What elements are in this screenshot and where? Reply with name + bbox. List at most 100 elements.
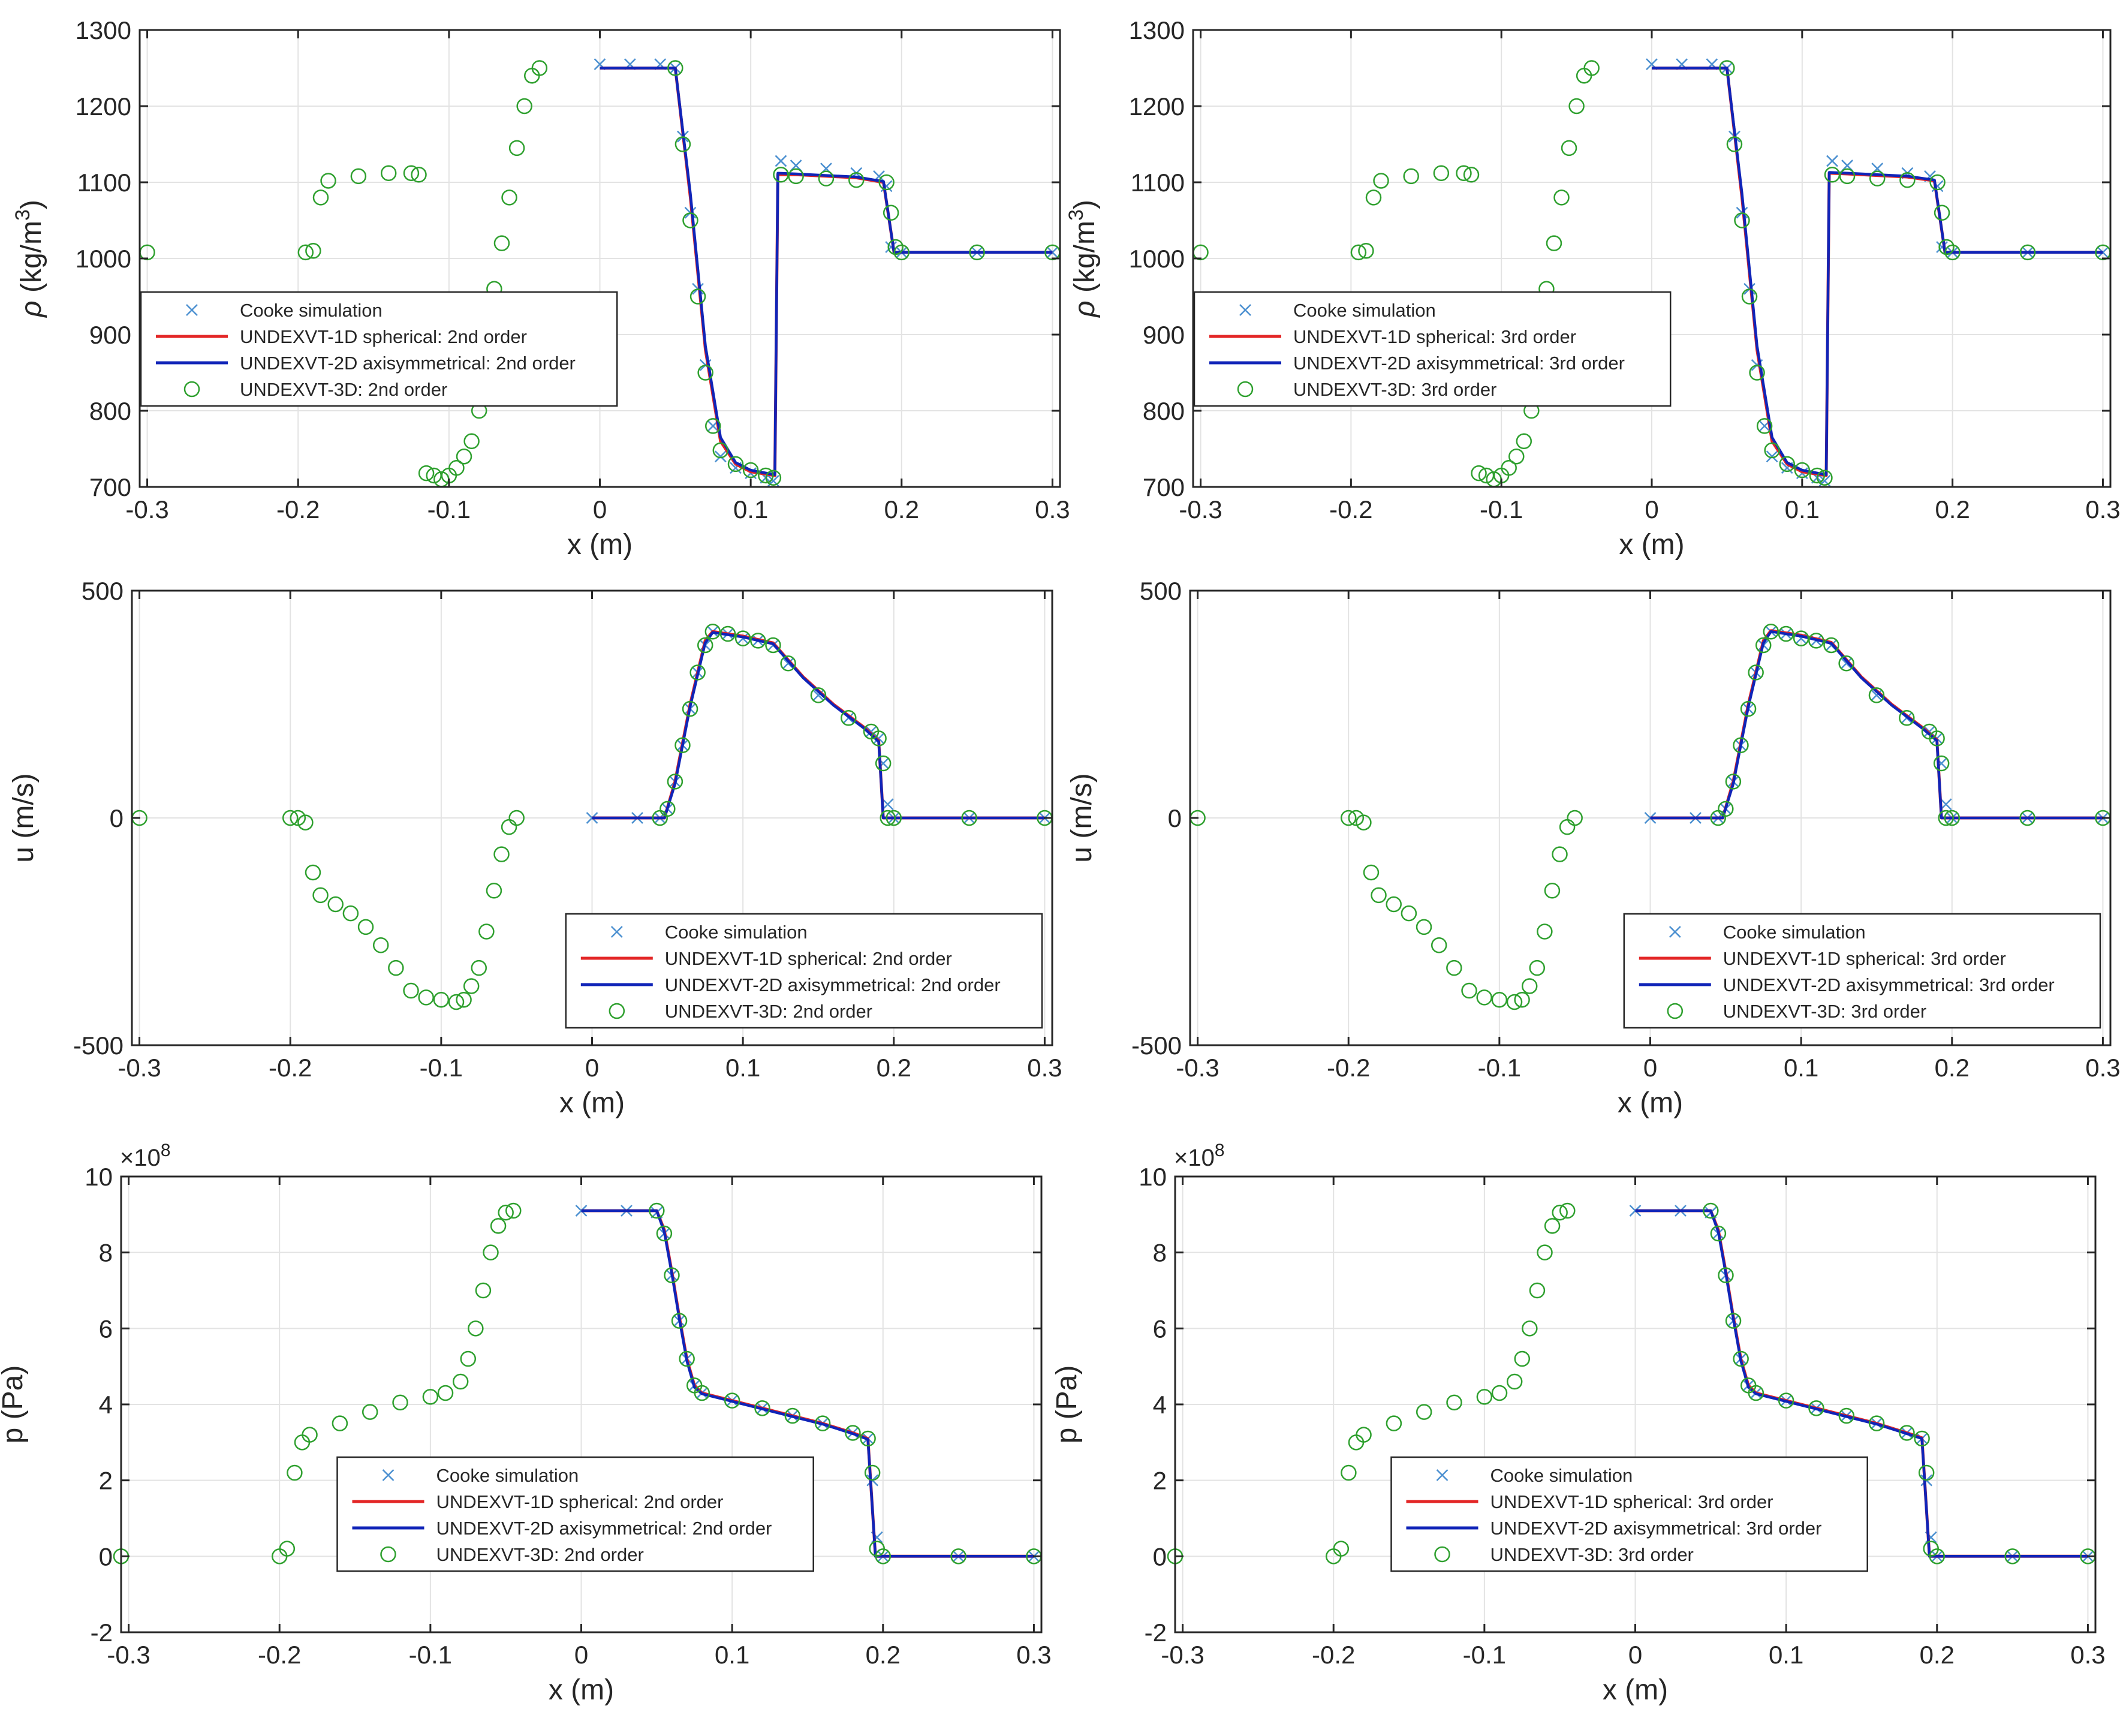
- data-point-o: [463, 433, 480, 450]
- data-point-o: [784, 1407, 801, 1424]
- x-tick-label: -0.2: [1312, 1641, 1355, 1669]
- data-point-o: [437, 1385, 454, 1401]
- x-tick-label: -0.2: [258, 1641, 301, 1669]
- y-tick-label: 900: [1143, 321, 1185, 349]
- data-point-o: [818, 170, 835, 186]
- data-point-o: [327, 896, 344, 913]
- data-point-o: [1733, 737, 1749, 753]
- legend-entry: Cooke simulation: [240, 300, 383, 321]
- x-tick-label: -0.3: [118, 1054, 161, 1082]
- data-point-o: [1703, 1202, 1719, 1219]
- x-tick-label: -0.1: [427, 495, 471, 523]
- y-tick-label: 900: [89, 321, 131, 349]
- data-point-o: [1546, 235, 1562, 251]
- legend-entry: UNDEXVT-2D axisymmetrical: 3rd order: [1723, 974, 2055, 995]
- data-point-o: [1938, 810, 1954, 826]
- data-point-o: [1938, 239, 1955, 255]
- legend-marker-o: [1237, 381, 1254, 398]
- data-point-o: [780, 655, 796, 672]
- exponent-base: ×10: [1174, 1145, 1215, 1171]
- legend-box: [1623, 913, 2101, 1029]
- x-tick-label: -0.2: [1327, 1054, 1370, 1082]
- y-axis-exponent: ×108: [120, 1141, 171, 1172]
- data-point-o: [660, 801, 676, 817]
- chart-panel-p-2nd: -0.3 -0.2 -0.1 0 0.1 0.2 0.3 -2 0 2 4 6 8 10 x (m) p (P…: [0, 1141, 1052, 1707]
- data-point-o: [1793, 630, 1809, 646]
- data-point-o: [742, 462, 759, 479]
- data-point-o: [1914, 1430, 1930, 1447]
- y-tick-label: 8: [1153, 1239, 1167, 1267]
- data-point-o: [1386, 1415, 1402, 1431]
- data-point-o: [1838, 655, 1854, 672]
- data-point-o: [1403, 168, 1419, 185]
- data-point-o: [493, 235, 510, 251]
- x-tick-label: 0: [1645, 495, 1658, 523]
- legend-marker-o: [380, 1546, 396, 1563]
- data-point-o: [1741, 288, 1758, 305]
- data-point-o: [531, 60, 548, 76]
- data-point-o: [290, 810, 306, 826]
- data-point-o: [380, 165, 397, 182]
- data-point-o: [961, 810, 977, 826]
- legend-entry: UNDEXVT-3D: 2nd order: [240, 379, 447, 400]
- data-point-o: [679, 1350, 695, 1367]
- data-point-o: [765, 637, 781, 654]
- y-tick-label: -2: [91, 1618, 113, 1647]
- x-tick-label: 0.1: [725, 1054, 760, 1082]
- data-point-o: [880, 810, 896, 826]
- data-point-o: [1726, 136, 1743, 152]
- x-tick-label: 0.2: [866, 1641, 901, 1669]
- data-point-o: [1476, 1389, 1493, 1405]
- data-point-o: [1537, 923, 1553, 940]
- data-point-o: [505, 1202, 522, 1219]
- y-tick-label: 0: [1168, 804, 1182, 832]
- legend-entry: UNDEXVT-2D axisymmetrical: 3rd order: [1490, 1518, 1822, 1539]
- data-point-x: [1766, 450, 1778, 463]
- y-axis-label: p (Pa): [0, 1365, 29, 1444]
- legend-entry: UNDEXVT-1D spherical: 2nd order: [665, 948, 952, 969]
- series-two_d: [1652, 67, 2103, 476]
- data-point-o: [1333, 1541, 1350, 1557]
- x-tick-label: 0.1: [715, 1641, 749, 1669]
- data-point-o: [1386, 896, 1402, 913]
- y-axis-label-part: p (Pa): [0, 1365, 29, 1444]
- legend-entry: UNDEXVT-3D: 3rd order: [1293, 379, 1496, 400]
- data-point-o: [448, 994, 465, 1010]
- y-tick-label: 500: [82, 577, 124, 605]
- data-point-o: [312, 189, 329, 206]
- data-point-o: [1340, 810, 1357, 826]
- x-tick-label: 0: [574, 1641, 588, 1669]
- data-point-o: [516, 98, 532, 115]
- legend-marker-o: [1667, 1003, 1684, 1019]
- data-point-o: [864, 1464, 881, 1481]
- data-point-o: [1779, 456, 1795, 473]
- legend-entry: UNDEXVT-1D spherical: 3rd order: [1293, 326, 1576, 347]
- y-axis-label-part: (kg/m: [1069, 221, 1101, 300]
- data-point-o: [875, 1548, 892, 1564]
- legend-box: [1390, 1456, 1868, 1572]
- y-tick-label: 800: [1143, 397, 1185, 425]
- data-point-o: [297, 814, 314, 831]
- data-point-o: [1755, 637, 1772, 654]
- legend-marker-x: [1436, 1469, 1449, 1481]
- exponent-base: ×10: [120, 1145, 161, 1171]
- data-point-o: [1899, 172, 1916, 188]
- data-point-o: [418, 465, 435, 482]
- data-point-o: [1514, 991, 1530, 1008]
- y-tick-label: -500: [73, 1031, 124, 1060]
- data-point-o: [667, 60, 683, 76]
- x-tick-label: -0.2: [269, 1054, 312, 1082]
- legend-entry: Cooke simulation: [1293, 300, 1436, 321]
- y-axis-label-part: u (m/s): [1066, 773, 1098, 862]
- data-point-o: [1522, 1320, 1538, 1337]
- data-point-o: [1356, 814, 1372, 831]
- data-point-o: [1929, 1548, 1946, 1564]
- data-point-o: [486, 883, 502, 899]
- data-point-o: [490, 1218, 507, 1234]
- y-tick-label: 500: [1140, 577, 1182, 605]
- exponent-power: 8: [1215, 1141, 1225, 1160]
- data-point-o: [694, 1385, 710, 1401]
- data-point-o: [1431, 937, 1447, 953]
- data-point-x: [714, 450, 727, 463]
